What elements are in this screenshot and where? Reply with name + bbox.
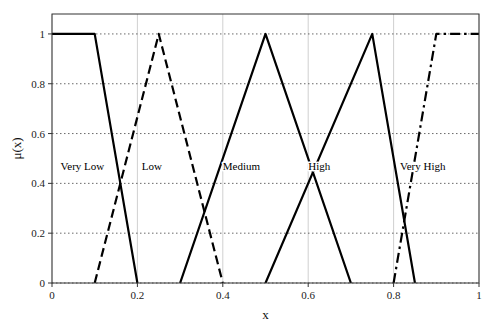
series-group <box>52 34 479 283</box>
y-axis-label: μ(x) <box>9 137 24 159</box>
axes: 0 0.2 0.4 0.6 0.8 1 0 0.2 0.4 0.6 0.8 1 <box>31 28 482 301</box>
tick-label-y: 0.2 <box>31 227 45 239</box>
tick-x <box>52 283 53 287</box>
tick-label-x: 0 <box>49 289 55 301</box>
annotation: Medium <box>223 160 261 172</box>
annotation: Very High <box>400 160 446 172</box>
tick-label-y: 1 <box>40 28 46 40</box>
grid-line-y <box>52 183 479 184</box>
tick-y <box>48 83 52 84</box>
annotations: Very Low Low Medium High Very High <box>61 160 446 172</box>
tick-y <box>48 233 52 234</box>
tick-x <box>222 283 223 287</box>
tick-y <box>48 283 52 284</box>
tick-y <box>48 133 52 134</box>
grid-line-x <box>222 14 223 283</box>
tick-label-x: 0.8 <box>387 289 401 301</box>
series-line <box>266 34 415 283</box>
series-line <box>95 34 223 283</box>
tick-x <box>137 283 138 287</box>
annotation: Low <box>142 160 162 172</box>
chart: 0 0.2 0.4 0.6 0.8 1 0 0.2 0.4 0.6 0.8 1 x μ(x) Very Lo… <box>0 0 493 327</box>
annotation: High <box>308 160 331 172</box>
tick-y <box>48 183 52 184</box>
tick-label-x: 0.4 <box>216 289 230 301</box>
grid-line-y <box>52 83 479 84</box>
tick-label-x: 1 <box>476 289 482 301</box>
grid-line-x <box>137 14 138 283</box>
tick-x <box>393 283 394 287</box>
grid-line-x <box>308 14 309 283</box>
tick-label-y: 0 <box>40 277 46 289</box>
series-line <box>52 34 137 283</box>
tick-label-x: 0.2 <box>131 289 145 301</box>
tick-x <box>479 283 480 287</box>
annotation: Very Low <box>61 160 105 172</box>
tick-y <box>48 33 52 34</box>
series-line <box>180 34 351 283</box>
grid-line-y <box>52 133 479 134</box>
series-line <box>394 34 479 283</box>
tick-label-y: 0.6 <box>31 128 45 140</box>
x-axis-label: x <box>262 307 269 322</box>
tick-label-y: 0.4 <box>31 177 45 189</box>
grid-line-y <box>52 233 479 234</box>
tick-label-x: 0.6 <box>301 289 315 301</box>
grid <box>52 14 479 283</box>
tick-x <box>308 283 309 287</box>
plot-frame <box>52 14 479 283</box>
grid-line-x <box>393 14 394 283</box>
tick-label-y: 0.8 <box>31 78 45 90</box>
